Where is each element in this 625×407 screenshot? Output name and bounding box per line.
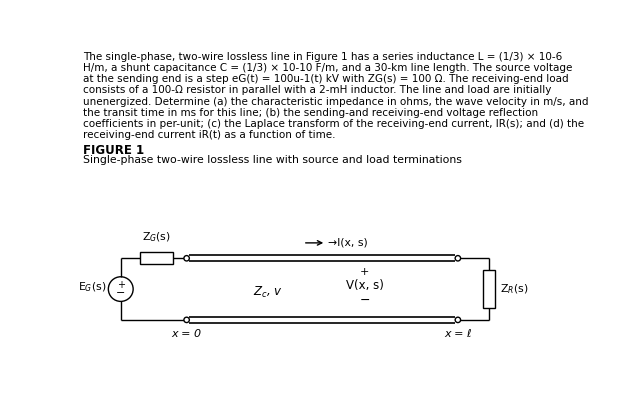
Text: unenergized. Determine (a) the characteristic impedance in ohms, the wave veloci: unenergized. Determine (a) the character… [82,96,588,107]
Text: +: + [360,267,369,277]
Text: coefficients in per-unit; (c) the Laplace transform of the receiving-end current: coefficients in per-unit; (c) the Laplac… [82,119,584,129]
Text: →I(x, s): →I(x, s) [329,238,368,248]
Text: receiving-end current iR(t) as a function of time.: receiving-end current iR(t) as a functio… [82,130,335,140]
Text: $Z_c$, $v$: $Z_c$, $v$ [253,285,283,300]
Text: The single-phase, two-wire lossless line in Figure 1 has a series inductance L =: The single-phase, two-wire lossless line… [82,52,562,62]
Text: −: − [359,294,370,307]
Text: Z$_G$(s): Z$_G$(s) [142,231,171,245]
Text: x = 0: x = 0 [171,329,202,339]
Text: V(x, s): V(x, s) [346,279,384,292]
Text: Single-phase two-wire lossless line with source and load terminations: Single-phase two-wire lossless line with… [82,155,462,165]
Text: +: + [117,280,125,290]
Circle shape [455,256,461,261]
Text: E$_G$(s): E$_G$(s) [78,281,106,294]
Circle shape [184,256,189,261]
Circle shape [455,317,461,323]
Circle shape [184,317,189,323]
Text: H/m, a shunt capacitance C = (1/3) × 10-10 F/m, and a 30-km line length. The sou: H/m, a shunt capacitance C = (1/3) × 10-… [82,63,572,73]
Text: x = ℓ: x = ℓ [444,329,472,339]
Text: Z$_R$(s): Z$_R$(s) [500,282,528,296]
Bar [482,270,495,309]
Text: at the sending end is a step eG(t) = 100u-1(t) kV with ZG(s) = 100 Ω. The receiv: at the sending end is a step eG(t) = 100… [82,74,568,84]
Text: FIGURE 1: FIGURE 1 [82,144,144,158]
Text: consists of a 100-Ω resistor in parallel with a 2-mH inductor. The line and load: consists of a 100-Ω resistor in parallel… [82,85,551,95]
Text: −: − [116,288,126,298]
Text: the transit time in ms for this line; (b) the sending-and receiving-end voltage : the transit time in ms for this line; (b… [82,108,538,118]
Bar [140,252,172,265]
